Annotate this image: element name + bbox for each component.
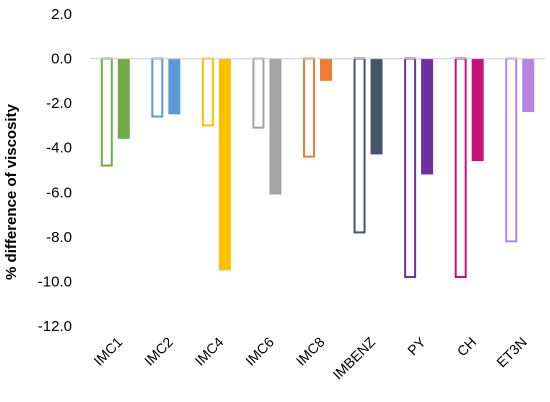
bar-imc8-filled [320,58,332,81]
bar-imc4-outline [201,57,214,127]
bar-imc2-filled [168,58,181,115]
x-category-label: IMC1 [90,334,125,369]
y-tick-label: -2.0 [46,95,72,112]
bar-imc6-filled [269,58,282,195]
y-tick-label: -6.0 [46,184,72,201]
bar-imc6-outline [252,57,265,129]
bar-ch-filled [471,58,484,162]
bar-imbenz-outline [353,57,366,234]
bar-imbenz-filled [370,58,383,155]
bar-et3n-outline [505,57,518,243]
y-axis-title: % difference of viscosity [3,103,20,280]
bar-imc1-filled [117,58,130,139]
x-category-label: IMC6 [242,334,277,369]
x-axis-category-labels: IMC1 IMC2 IMC4 IMC6 IMC8 IMBENZ PY CH ET3N [90,333,529,382]
bar-et3n-filled [522,58,535,113]
y-tick-label: -8.0 [46,229,72,246]
x-category-label: IMC4 [192,334,227,369]
bars-group [100,57,535,278]
bar-py-outline [404,57,417,278]
bar-py-filled [421,58,434,175]
bar-imc1-outline [100,57,113,167]
y-tick-label: -12.0 [38,318,72,335]
y-tick-label: 0.0 [51,51,72,68]
x-category-label: IMC2 [141,334,176,369]
x-category-label: PY [404,333,429,358]
x-category-label: ET3N [493,334,530,371]
y-tick-label: -4.0 [46,140,72,157]
x-category-label: IMC8 [293,334,328,369]
bar-imc8-outline [303,57,315,158]
bar-imc4-filled [218,58,231,271]
bar-imc2-outline [151,57,164,118]
y-axis-ticks: 2.0 0.0 -2.0 -4.0 -6.0 -8.0 -10.0 -12.0 [38,6,72,335]
y-tick-label: 2.0 [51,6,72,23]
x-category-label: IMBENZ [329,333,378,382]
x-category-label: CH [454,334,480,360]
bar-ch-outline [454,57,467,278]
y-tick-label: -10.0 [38,273,72,290]
